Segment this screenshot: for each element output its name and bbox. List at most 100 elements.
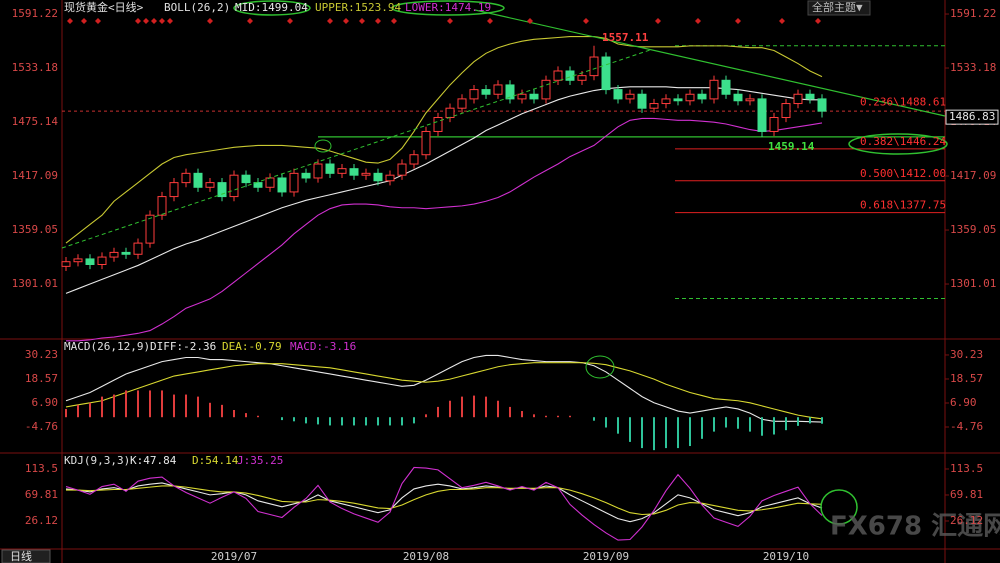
candle-body (445, 107, 455, 119)
candle-body (121, 251, 131, 255)
candle-body (385, 174, 395, 182)
legend-label: MID:1499.04 (235, 1, 308, 14)
candle-body (97, 256, 107, 266)
candle-body (265, 177, 275, 188)
candle-body (421, 130, 431, 156)
candle-body (757, 98, 767, 132)
y-tick-label: 69.81 (25, 488, 58, 501)
candle-body (589, 56, 599, 77)
candle-body (517, 93, 527, 100)
y-tick-label: 26.12 (25, 514, 58, 527)
highlight (820, 489, 858, 525)
x-tick-label: 2019/07 (211, 550, 257, 563)
candle-body (181, 172, 191, 184)
candle-body (637, 93, 647, 109)
y-tick-label: 18.57 (950, 372, 983, 385)
x-tick-label: 2019/09 (583, 550, 629, 563)
highlight (314, 139, 332, 153)
trend-lines (61, 0, 948, 525)
candle-body (61, 261, 71, 267)
y-tick-label: 1475.14 (12, 115, 59, 128)
highlight (585, 355, 615, 379)
indicator-line (65, 36, 823, 244)
fib-label: 0.618\1377.75 (860, 199, 946, 212)
indicator-line (66, 117, 823, 342)
candle-body (541, 79, 551, 100)
y-tick-label: 30.23 (25, 348, 58, 361)
candle-body (325, 163, 335, 174)
watermark: FX678 汇通网 (830, 512, 1000, 542)
y-tick-label: 1591.22 (12, 7, 58, 20)
highlight (848, 133, 948, 155)
candle-body (709, 79, 719, 100)
period-tab-label[interactable]: 日线 (10, 549, 32, 563)
signal-marker (81, 18, 87, 24)
signal-marker (583, 18, 589, 24)
signal-marker (207, 18, 213, 24)
signal-marker (779, 18, 785, 24)
signal-marker (391, 18, 397, 24)
candle-body (493, 84, 503, 95)
signal-marker (343, 18, 349, 24)
fib-label: 0.500\1412.00 (860, 167, 946, 180)
candle-body (397, 163, 407, 176)
y-tick-label: 1591.22 (950, 7, 996, 20)
candle-body (733, 93, 743, 102)
candle-body (205, 182, 215, 188)
candle-body (169, 182, 179, 198)
candle-body (457, 98, 467, 109)
y-tick-label: 1417.09 (950, 169, 996, 182)
candle-body (673, 98, 683, 102)
legend-label: K:47.84 (130, 454, 177, 467)
candle-body (229, 174, 239, 198)
signal-marker (135, 18, 141, 24)
legend-label: LOWER:1474.19 (405, 1, 491, 14)
candle-body (133, 242, 143, 255)
candle-body (433, 117, 443, 132)
theme-button-label[interactable]: 全部主题▼ (812, 0, 863, 14)
legend-label: D:54.14 (192, 454, 239, 467)
signal-marker (167, 18, 173, 24)
signal-marker (95, 18, 101, 24)
candle-body (577, 75, 587, 81)
candle-body (793, 93, 803, 105)
candle-body (217, 182, 227, 198)
indicator-line (65, 482, 823, 523)
candle-body (349, 168, 359, 176)
theme-button[interactable] (807, 0, 871, 16)
last-price-label: 1486.83 (949, 110, 995, 123)
candle-body (625, 93, 635, 100)
y-tick-label: -4.76 (950, 420, 983, 433)
indicator-label: BOLL(26,2) (164, 1, 230, 14)
candle-body (721, 79, 731, 95)
candle-body (277, 177, 287, 193)
candle-body (661, 98, 671, 105)
y-tick-label: 18.57 (25, 372, 58, 385)
signal-marker (695, 18, 701, 24)
signal-marker (327, 18, 333, 24)
signal-marker (487, 18, 493, 24)
candle-body (289, 172, 299, 193)
highlight (233, 0, 311, 16)
signal-marker (247, 18, 253, 24)
period-tab[interactable] (1, 549, 51, 563)
fib-label: 0.382\1446.24 (860, 135, 946, 148)
candle-body (805, 93, 815, 100)
indicator-line (65, 354, 823, 423)
legend-label: J:35.25 (237, 454, 283, 467)
candle-body (73, 258, 83, 263)
signal-marker (447, 18, 453, 24)
indicator-line (65, 466, 823, 541)
signal-marker (287, 18, 293, 24)
signal-marker (159, 18, 165, 24)
highlight (391, 0, 505, 16)
candle-body (649, 103, 659, 109)
candle-body (301, 172, 311, 179)
candle-body (481, 89, 491, 95)
candle-body (373, 172, 383, 182)
y-tick-label: 1359.05 (12, 223, 58, 236)
indicator-label: MACD(26,12,9) (64, 340, 150, 353)
y-tick-label: 1301.01 (950, 277, 996, 290)
candle-body (781, 103, 791, 119)
